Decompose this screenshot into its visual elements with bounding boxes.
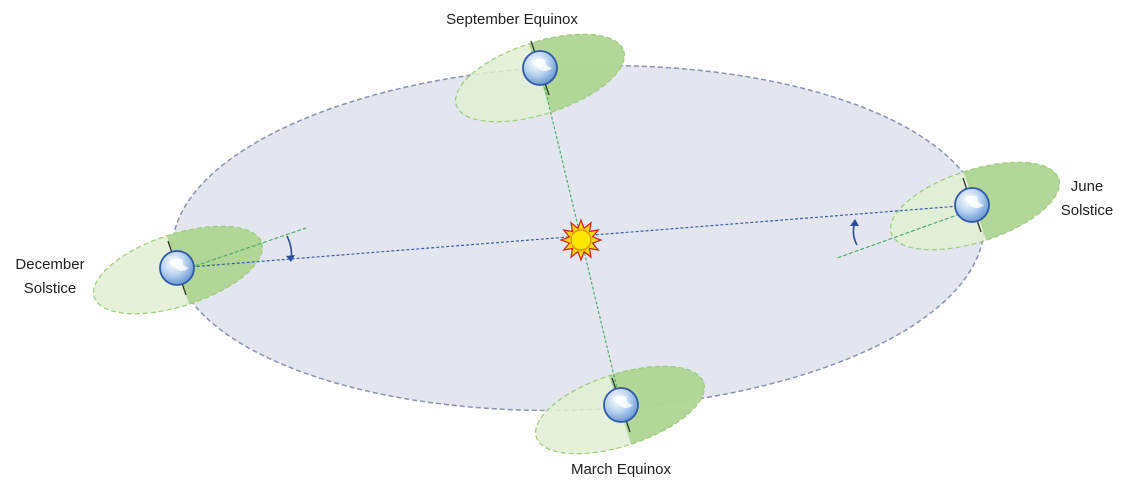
label: March Equinox xyxy=(571,461,672,478)
label: December xyxy=(15,256,84,273)
label: June xyxy=(1071,178,1104,195)
label: Solstice xyxy=(24,280,77,297)
label: Solstice xyxy=(1061,202,1114,219)
label: September Equinox xyxy=(446,11,578,28)
orbit-diagram: September Equinox June Solstice December… xyxy=(0,0,1129,484)
sun xyxy=(571,230,591,250)
